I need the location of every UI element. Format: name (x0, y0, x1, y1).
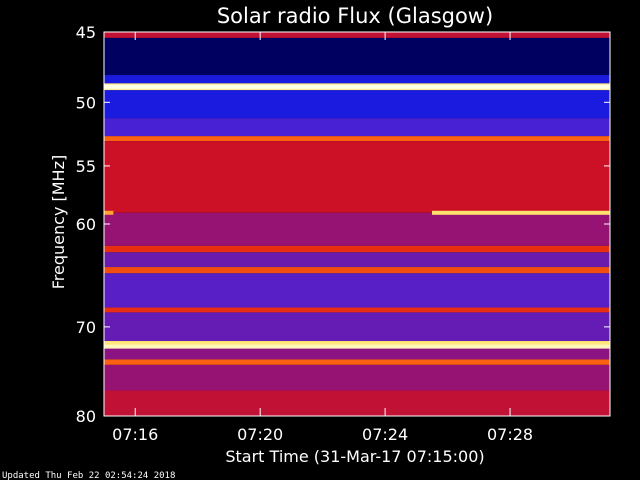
emission-line (104, 210, 114, 215)
y-tick-label: 50 (76, 93, 96, 112)
intensity-band (104, 212, 610, 246)
intensity-band (104, 118, 610, 137)
intensity-band (104, 245, 610, 253)
intensity-band (104, 75, 610, 84)
intensity-band (104, 141, 610, 213)
chart-title: Solar radio Flux (Glasgow) (217, 4, 493, 28)
intensity-band (104, 312, 610, 342)
intensity-band (104, 390, 610, 416)
intensity-band (104, 307, 610, 313)
intensity-band (104, 32, 610, 38)
y-tick-label: 80 (76, 407, 96, 426)
x-tick-label: 07:20 (237, 425, 283, 444)
emission-line (431, 210, 610, 215)
spectrogram-plot-area (103, 31, 611, 417)
intensity-band (104, 136, 610, 142)
intensity-band (104, 346, 610, 360)
intensity-band (104, 267, 610, 274)
x-axis-label: Start Time (31-Mar-17 07:15:00) (225, 447, 484, 466)
x-tick-label: 07:16 (112, 425, 158, 444)
y-tick-label: 60 (76, 215, 96, 234)
x-tick-label: 07:28 (487, 425, 533, 444)
emission-line (104, 344, 610, 349)
intensity-band (104, 341, 610, 347)
intensity-band (104, 359, 610, 365)
updated-timestamp: Updated Thu Feb 22 02:54:24 2018 (2, 471, 175, 480)
intensity-band (104, 252, 610, 268)
intensity-band (104, 37, 610, 76)
y-axis-label: Frequency [MHz] (49, 155, 68, 289)
x-tick-label: 07:24 (362, 425, 408, 444)
intensity-band (104, 273, 610, 308)
intensity-band (104, 90, 610, 119)
y-tick-label: 45 (76, 23, 96, 42)
y-axis: 45 50 55 60 70 80 (76, 23, 610, 426)
y-tick-label: 70 (76, 318, 96, 337)
y-tick-label: 55 (76, 157, 96, 176)
emission-line (104, 84, 610, 89)
intensity-band (104, 364, 610, 391)
x-axis: 07:16 07:20 07:24 07:28 (112, 32, 533, 444)
